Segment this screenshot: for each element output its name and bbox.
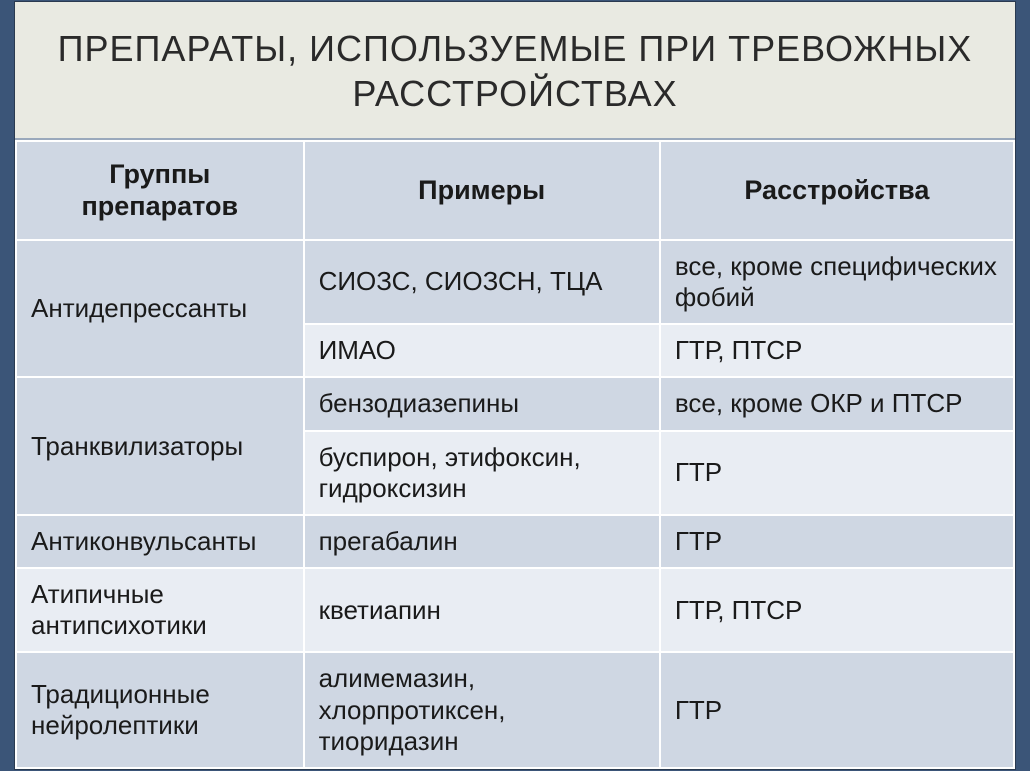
cell-group: Антидепрессанты	[16, 240, 304, 378]
drug-table: Группы препаратов Примеры Расстройства А…	[15, 140, 1015, 769]
table-row: Антиконвульсанты прегабалин ГТР	[16, 515, 1014, 568]
cell-examples: прегабалин	[304, 515, 660, 568]
cell-group: Атипичные антипсихотики	[16, 568, 304, 652]
cell-disorders: все, кроме специфических фобий	[660, 240, 1014, 324]
cell-disorders: ГТР	[660, 431, 1014, 515]
table-row: Антидепрессанты СИОЗС, СИОЗСН, ТЦА все, …	[16, 240, 1014, 324]
cell-group: Транквилизаторы	[16, 377, 304, 515]
col-header-group: Группы препаратов	[16, 141, 304, 240]
cell-disorders: ГТР	[660, 515, 1014, 568]
col-header-examples: Примеры	[304, 141, 660, 240]
cell-disorders: ГТР, ПТСР	[660, 324, 1014, 377]
slide: ПРЕПАРАТЫ, ИСПОЛЬЗУЕМЫЕ ПРИ ТРЕВОЖНЫХ РА…	[14, 1, 1016, 770]
cell-examples: алимемазин, хлорпротиксен, тиоридазин	[304, 652, 660, 768]
col-header-disorders: Расстройства	[660, 141, 1014, 240]
table-row: Атипичные антипсихотики кветиапин ГТР, П…	[16, 568, 1014, 652]
cell-group: Антиконвульсанты	[16, 515, 304, 568]
table-row: Транквилизаторы бензодиазепины все, кром…	[16, 377, 1014, 430]
table-row: Традиционные нейролептики алимемазин, хл…	[16, 652, 1014, 768]
cell-examples: бензодиазепины	[304, 377, 660, 430]
slide-title: ПРЕПАРАТЫ, ИСПОЛЬЗУЕМЫЕ ПРИ ТРЕВОЖНЫХ РА…	[15, 2, 1015, 140]
cell-group: Традиционные нейролептики	[16, 652, 304, 768]
cell-examples: кветиапин	[304, 568, 660, 652]
cell-examples: буспирон, этифоксин, гидроксизин	[304, 431, 660, 515]
table-header-row: Группы препаратов Примеры Расстройства	[16, 141, 1014, 240]
cell-examples: ИМАО	[304, 324, 660, 377]
cell-disorders: ГТР, ПТСР	[660, 568, 1014, 652]
cell-disorders: ГТР	[660, 652, 1014, 768]
cell-examples: СИОЗС, СИОЗСН, ТЦА	[304, 240, 660, 324]
cell-disorders: все, кроме ОКР и ПТСР	[660, 377, 1014, 430]
